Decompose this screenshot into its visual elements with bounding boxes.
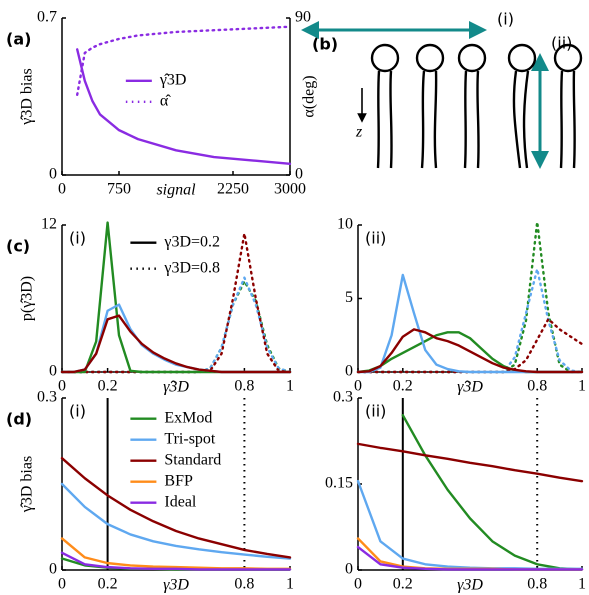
y-tick-label: 0 <box>345 363 353 380</box>
y-tick-label: 0.15 <box>325 475 353 492</box>
y-tick-label: 10 <box>337 216 353 233</box>
sub-label: (ii) <box>365 402 386 421</box>
data-line <box>356 479 584 571</box>
panel-label: (a) <box>6 30 31 49</box>
y-tick-label: 0 <box>49 561 57 578</box>
data-line <box>60 457 292 559</box>
sub-label: (ii) <box>365 229 386 248</box>
data-line <box>356 317 584 374</box>
data-line <box>60 314 292 374</box>
legend-label: γ̂3D <box>159 71 187 88</box>
x-tick-label: 0.2 <box>98 576 118 593</box>
x-tick-label: 0 <box>58 576 66 593</box>
y-axis-label: p(γ̂3D) <box>19 276 36 321</box>
y-tick-label: 5 <box>345 289 353 306</box>
x-tick-label: 0.2 <box>393 576 413 593</box>
data-line <box>401 414 584 571</box>
y-axis-label: γ̂3D bias <box>19 456 36 513</box>
x-axis-label: γ̂3D <box>457 379 483 396</box>
x-tick-label: 0.8 <box>527 378 547 395</box>
legend-label: Standard <box>164 451 221 468</box>
legend-label: Tri-spot <box>164 430 216 447</box>
legend-label: γ3D=0.2 <box>163 233 220 250</box>
sub-label: (i) <box>69 402 86 421</box>
label: (ii) <box>551 34 572 53</box>
x-axis-label: γ3D <box>163 577 189 594</box>
y-tick-label: 0 <box>49 363 57 380</box>
sub-label: (i) <box>69 229 86 248</box>
panel-label: (b) <box>312 35 338 54</box>
x-tick-label: 0.8 <box>234 576 254 593</box>
x-axis-label: γ3D <box>457 577 483 594</box>
y2-tick-label: 90 <box>295 9 311 26</box>
x-tick-label: 0.8 <box>527 576 547 593</box>
x-tick-label: 0.8 <box>234 378 254 395</box>
x-tick-label: 0 <box>58 378 66 395</box>
x-tick-label: 2250 <box>217 181 249 198</box>
x-tick-label: 0 <box>354 576 362 593</box>
data-line <box>356 442 584 483</box>
x-tick-label: 1 <box>578 378 586 395</box>
panel-label: (d) <box>6 410 32 429</box>
data-line <box>76 25 292 96</box>
x-tick-label: 1 <box>578 576 586 593</box>
y-tick-label: 0.3 <box>333 389 353 406</box>
x-tick-label: 1 <box>286 378 294 395</box>
x-tick-label: 1 <box>286 576 294 593</box>
x-axis-label: γ̂3D <box>163 379 189 396</box>
data-line <box>356 545 584 571</box>
label: z <box>355 124 363 141</box>
label: (i) <box>497 10 514 29</box>
legend-label: Ideal <box>164 493 197 510</box>
y2-axis-label: α(deg) <box>301 75 318 117</box>
panel-label: (c) <box>6 237 30 256</box>
x-axis-label: signal <box>156 182 196 199</box>
data-line <box>60 276 292 374</box>
x-tick-label: 0.2 <box>393 378 413 395</box>
x-tick-label: 3000 <box>274 181 306 198</box>
data-line <box>356 328 584 374</box>
diagram: (b) (i) (ii) z <box>301 10 583 169</box>
legend-label: γ3D=0.8 <box>163 259 220 276</box>
x-tick-label: 0.2 <box>98 378 118 395</box>
x-tick-label: 0 <box>58 181 66 198</box>
legend-label: BFP <box>164 472 193 489</box>
y-axis-label: γ̂3D bias <box>19 68 36 125</box>
y-tick-label: 0 <box>49 166 57 183</box>
lipids <box>370 43 583 169</box>
legend-label: α̂ <box>160 92 171 109</box>
legend-label: ExMod <box>164 409 212 426</box>
data-line <box>60 482 292 560</box>
y-tick-label: 12 <box>41 216 57 233</box>
y-tick-label: 0.7 <box>37 9 57 26</box>
data-line <box>356 220 584 374</box>
x-tick-label: 750 <box>107 181 131 198</box>
y-tick-label: 0 <box>345 561 353 578</box>
data-line <box>60 537 292 571</box>
y2-tick-label: 0 <box>295 166 303 183</box>
data-line <box>60 551 292 571</box>
data-line <box>76 48 292 165</box>
x-tick-label: 0 <box>354 378 362 395</box>
y-tick-label: 0.3 <box>37 389 57 406</box>
